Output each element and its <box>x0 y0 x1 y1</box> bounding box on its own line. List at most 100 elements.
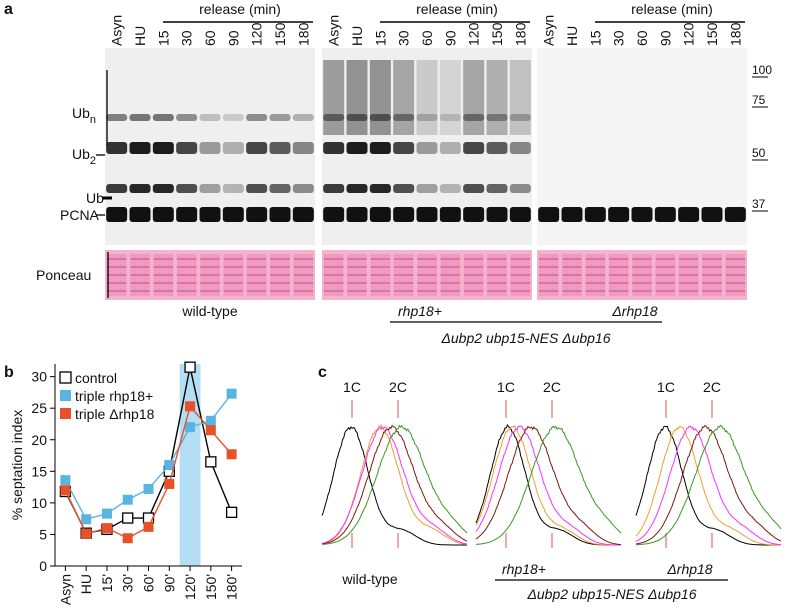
ponceau-stripe <box>370 282 391 284</box>
ponceau-stripe <box>440 282 461 284</box>
ub2-band <box>486 142 508 154</box>
ub2-label: Ub2 <box>72 146 96 167</box>
ub-band <box>199 184 221 193</box>
ponceau-stripe <box>510 282 531 284</box>
ponceau-stripe <box>106 266 127 268</box>
ponceau-stripe <box>655 282 676 284</box>
ubn-band <box>269 114 291 121</box>
histogram-curve <box>475 423 621 546</box>
marker-label: 100 <box>752 63 772 77</box>
y-tick-label: 15 <box>31 463 47 479</box>
strain-label: wild-type <box>181 303 237 319</box>
ubn-band <box>199 114 221 121</box>
lane-label: 120 <box>681 22 697 46</box>
point <box>60 475 71 486</box>
ub2-band <box>369 142 391 154</box>
pcna-band <box>292 207 314 222</box>
ponceau-stripe <box>246 266 267 268</box>
ponceau-stripe <box>153 274 174 276</box>
ponceau-stripe <box>562 266 582 268</box>
lane-label: 60 <box>634 30 650 46</box>
strain-label: Δrhp18 <box>666 561 712 577</box>
ponceau-stripe <box>510 266 531 268</box>
ubn-smear <box>486 60 508 135</box>
ponceau-stripe <box>293 258 314 260</box>
lane-label: 15 <box>155 30 171 46</box>
lane-label: HU <box>132 26 148 46</box>
ponceau-stripe <box>347 266 367 268</box>
lane-label: 120 <box>466 22 482 46</box>
ponceau-stripe <box>702 258 722 260</box>
peak-label: 2C <box>703 379 721 395</box>
ponceau-stripe <box>270 282 290 284</box>
ub-band <box>486 184 508 193</box>
ponceau-stripe <box>223 282 244 284</box>
ubn-sub: n <box>90 114 96 126</box>
ponceau-stripe <box>417 290 437 292</box>
pcna-band <box>416 207 438 222</box>
histogram-curve <box>321 424 468 545</box>
x-tick-label: 30' <box>120 574 136 592</box>
ponceau-stripe <box>632 274 652 276</box>
point <box>185 422 196 433</box>
ponceau-stripe <box>347 290 367 292</box>
lane-label: 180 <box>512 22 528 46</box>
pcna-band <box>631 207 653 222</box>
lane-label: 90 <box>442 30 458 46</box>
ponceau-stripe <box>538 290 559 292</box>
histogram-curve <box>475 425 622 546</box>
ponceau-stripe <box>176 274 197 276</box>
ub-band <box>369 184 391 193</box>
group-label: Δubp2 ubp15-NES Δubp16 <box>440 330 610 346</box>
ponceau-stripe <box>487 258 507 260</box>
lane-label: Asyn <box>326 15 342 46</box>
ponceau-stripe <box>176 282 197 284</box>
peak-label: 2C <box>543 379 561 395</box>
ponceau-stripe <box>678 266 699 268</box>
ub-band <box>439 184 461 193</box>
ub2-sub: 2 <box>90 155 96 167</box>
ponceau-stripe <box>585 282 606 284</box>
ponceau-stripe <box>323 258 344 260</box>
ponceau-stripe <box>510 274 531 276</box>
legend-label: triple rhp18+ <box>75 388 153 404</box>
histogram-curve <box>635 424 782 545</box>
legend-swatch <box>60 408 71 419</box>
point <box>122 512 134 524</box>
ubn-band <box>486 114 508 121</box>
histogram-curve <box>475 424 621 546</box>
ub2-band <box>106 142 128 154</box>
ubn-smear <box>509 60 531 135</box>
strain-label: wild-type <box>341 571 397 587</box>
ub2-band <box>222 142 244 154</box>
ponceau-stripe <box>585 274 606 276</box>
ponceau-stripe <box>463 266 484 268</box>
ubn-smear <box>416 60 438 135</box>
ponceau-stripe <box>608 274 629 276</box>
legend-swatch <box>59 371 72 384</box>
ubn-band <box>152 114 174 121</box>
x-tick-label: HU <box>78 574 94 594</box>
pcna-band <box>538 207 560 222</box>
ponceau-stripe <box>702 282 722 284</box>
ponceau-stripe <box>393 282 414 284</box>
lane-label: 150 <box>489 22 505 46</box>
ubn-smear <box>439 60 461 135</box>
lane-label: 30 <box>611 30 627 46</box>
ponceau-stripe <box>608 282 629 284</box>
point <box>143 521 154 532</box>
lane-label: 120 <box>249 22 265 46</box>
ponceau-stripe <box>393 266 414 268</box>
point <box>142 512 155 524</box>
pcna-band <box>463 207 485 222</box>
ponceau-stripe <box>702 290 722 292</box>
release-label: release (min) <box>416 1 498 17</box>
lane-label: Asyn <box>541 15 557 46</box>
point <box>143 483 154 494</box>
point <box>184 361 196 373</box>
release-label: release (min) <box>199 1 281 17</box>
pcna-band <box>654 207 676 222</box>
ponceau-stripe <box>608 258 629 260</box>
ponceau-stripe <box>487 290 507 292</box>
